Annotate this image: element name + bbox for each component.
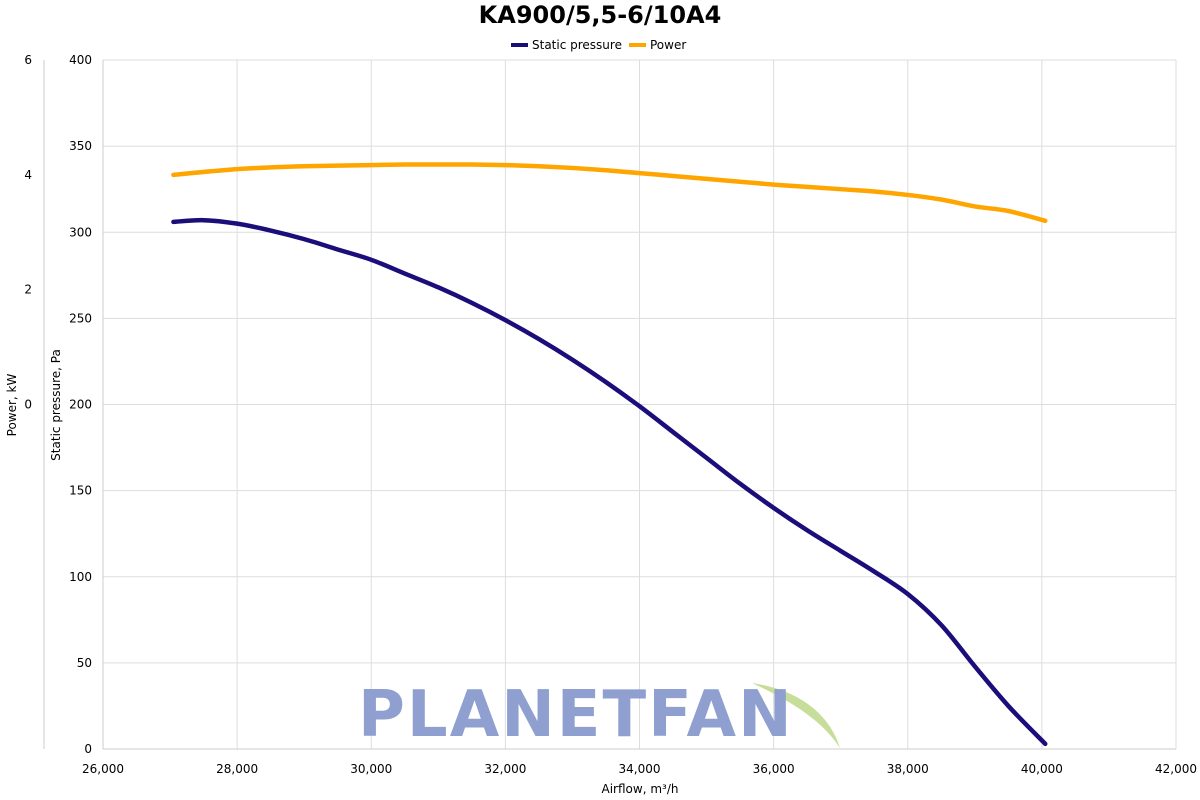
watermark: PLANETFAN	[358, 678, 840, 752]
y-tick-label: 250	[69, 311, 92, 325]
y-tick-label: 50	[77, 656, 92, 670]
y-axis-ticks: 0 50 100 150 200 250 300 350 400	[69, 53, 92, 756]
series-line-static-pressure	[171, 217, 1048, 747]
series-line-power	[171, 162, 1048, 224]
y2-tick-label: 6	[24, 53, 32, 67]
y-tick-label: 100	[69, 570, 92, 584]
y-tick-label: 300	[69, 225, 92, 239]
y-tick-label: 0	[84, 742, 92, 756]
legend-label-static-pressure: Static pressure	[532, 38, 622, 52]
series-group	[171, 162, 1048, 747]
y2-tick-label: 2	[24, 283, 32, 297]
y2-axis-ticks: 0 2 4 6	[24, 53, 32, 412]
y2-tick-label: 4	[24, 168, 32, 182]
y-tick-label: 150	[69, 484, 92, 498]
x-tick-label: 36,000	[753, 762, 795, 776]
x-tick-label: 32,000	[484, 762, 526, 776]
y-tick-label: 350	[69, 139, 92, 153]
x-axis-ticks: 26,000 28,000 30,000 32,000 34,000 36,000 38,0…	[82, 762, 1197, 776]
y2-tick-label: 0	[24, 398, 32, 412]
chart-title: KA900/5,5-6/10A4	[479, 1, 722, 29]
x-tick-label: 30,000	[350, 762, 392, 776]
x-tick-label: 42,000	[1155, 762, 1197, 776]
legend: Static pressure Power	[511, 38, 686, 52]
y-tick-label: 400	[69, 53, 92, 67]
y-axis-label: Static pressure, Pa	[49, 349, 63, 461]
y-tick-label: 200	[69, 398, 92, 412]
x-axis-label: Airflow, m³/h	[602, 782, 679, 796]
x-tick-label: 40,000	[1021, 762, 1063, 776]
x-tick-label: 38,000	[887, 762, 929, 776]
watermark-logo: PLANETFAN	[358, 678, 794, 752]
legend-label-power: Power	[650, 38, 686, 52]
axes	[43, 60, 1176, 750]
x-tick-label: 34,000	[619, 762, 661, 776]
x-tick-label: 28,000	[216, 762, 258, 776]
y2-axis-label: Power, kW	[5, 374, 19, 437]
x-tick-label: 26,000	[82, 762, 124, 776]
